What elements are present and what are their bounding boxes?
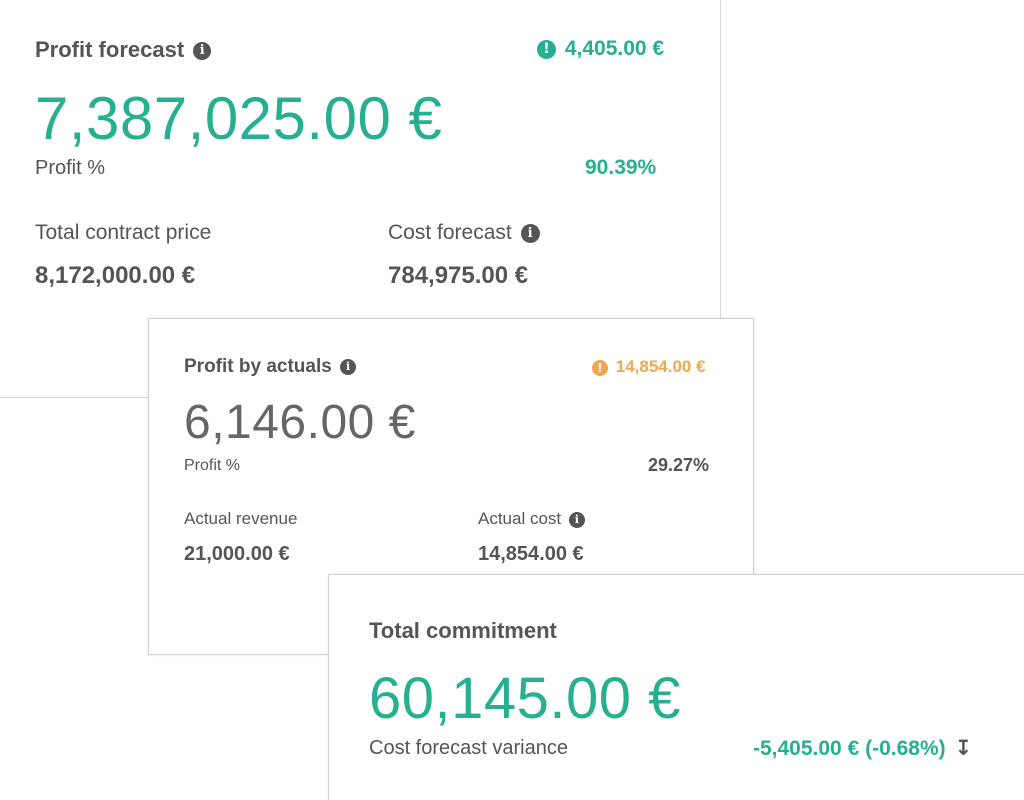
contract-price-value: 8,172,000.00 € [35, 262, 196, 289]
total-commitment-amount: 60,145.00 € [369, 666, 681, 731]
actual-cost-value: 14,854.00 € [478, 543, 584, 565]
contract-price-label: Total contract price [35, 221, 212, 244]
profit-by-actuals-pct-value: 29.27% [648, 455, 710, 475]
cost-forecast-value: 784,975.00 € [388, 262, 529, 289]
profit-by-actuals-title: Profit by actuals [184, 356, 332, 377]
profit-forecast-alert-value: 4,405.00 € [564, 37, 665, 60]
actual-cost-label-row: Actual cost i [478, 509, 585, 529]
profit-forecast-title: Profit forecast [35, 37, 185, 62]
info-icon[interactable]: i [193, 42, 212, 61]
info-icon[interactable]: i [340, 358, 357, 375]
exclamation-circle-icon: ! [592, 359, 608, 376]
profit-forecast-title-row: Profit forecast i [35, 37, 212, 63]
actual-cost-label: Actual cost [478, 509, 562, 528]
profit-by-actuals-pct-label: Profit % [184, 457, 241, 474]
info-icon[interactable]: i [568, 511, 585, 528]
profit-by-actuals-alert-value: 14,854.00 € [615, 357, 706, 376]
profit-by-actuals-alert[interactable]: ! 14,854.00 € [592, 357, 706, 377]
profit-by-actuals-title-row: Profit by actuals i [184, 356, 357, 378]
cost-variance-row: -5,405.00 € (-0.68%) ↧ [753, 736, 972, 761]
profit-by-actuals-amount: 6,146.00 € [184, 396, 416, 449]
total-commitment-title: Total commitment [369, 618, 557, 643]
cost-forecast-label: Cost forecast [388, 221, 512, 244]
info-icon[interactable]: i [520, 223, 540, 243]
profit-forecast-pct-value: 90.39% [585, 156, 657, 179]
arrow-down-icon: ↧ [954, 737, 973, 760]
profit-forecast-amount: 7,387,025.00 € [35, 85, 443, 152]
exclamation-circle-icon: ! [537, 39, 556, 59]
total-commitment-card: Total commitment 60,145.00 € Cost foreca… [328, 574, 1024, 800]
actual-revenue-label: Actual revenue [184, 509, 298, 528]
cost-forecast-label-row: Cost forecast i [388, 221, 540, 245]
cost-variance-value: -5,405.00 € (-0.68%) [753, 737, 946, 760]
profit-forecast-pct-label: Profit % [35, 157, 106, 179]
cost-variance-label: Cost forecast variance [369, 737, 568, 759]
profit-forecast-alert[interactable]: ! 4,405.00 € [537, 37, 664, 61]
actual-revenue-value: 21,000.00 € [184, 543, 290, 565]
